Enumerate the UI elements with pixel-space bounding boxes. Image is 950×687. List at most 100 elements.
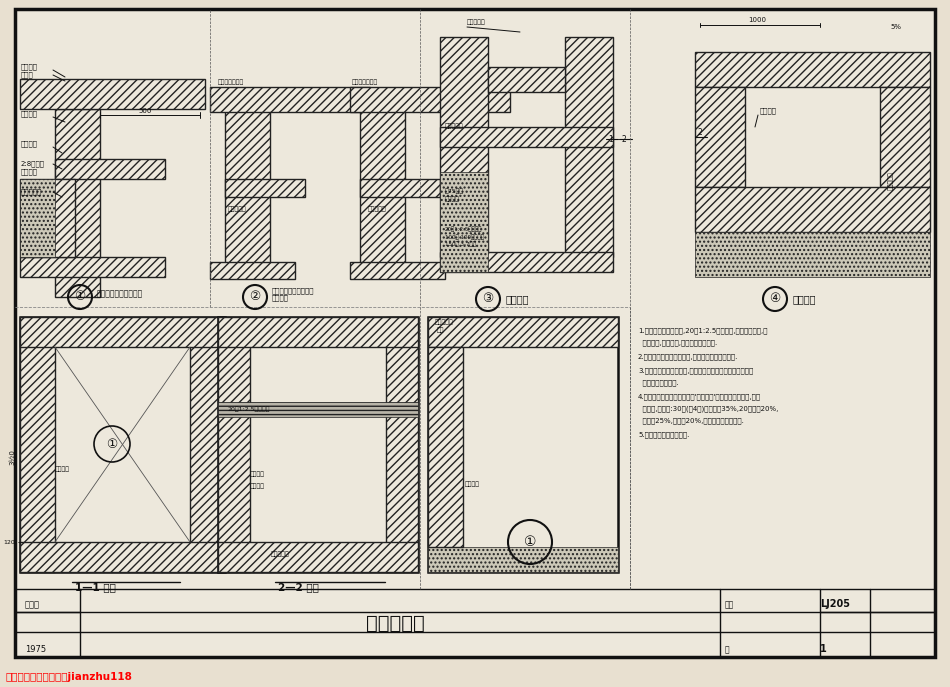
Text: 地下室防潮: 地下室防潮 (366, 613, 425, 633)
Bar (440, 252, 613, 272)
Text: 中75钢管: 中75钢管 (445, 188, 465, 194)
Bar (695, 87, 745, 187)
Text: 外墙防潮: 外墙防潮 (55, 466, 70, 472)
Bar (565, 37, 613, 257)
Bar (225, 109, 270, 267)
Text: 搭顶详具体设计: 搭顶详具体设计 (352, 80, 378, 85)
Bar (55, 109, 100, 297)
Text: 2: 2 (621, 135, 626, 144)
Text: ④: ④ (770, 293, 781, 306)
Text: 1000: 1000 (748, 17, 766, 23)
Text: 防潮层: 防潮层 (21, 71, 34, 78)
Text: 500: 500 (139, 108, 152, 114)
Bar (428, 347, 463, 547)
Text: 2:8灰土或: 2:8灰土或 (21, 160, 45, 167)
Text: 墙身防潮（地下室要求
较高时）: 墙身防潮（地下室要求 较高时） (272, 287, 314, 301)
Text: 接下水道: 接下水道 (445, 196, 460, 202)
Text: 用细石混凝土塞牢.: 用细石混凝土塞牢. (638, 379, 678, 385)
Text: 1: 1 (608, 135, 613, 144)
Bar (440, 37, 488, 257)
Text: 窗井防潮: 窗井防潮 (506, 294, 529, 304)
Text: 沿墙防潮层: 沿墙防潮层 (228, 206, 247, 212)
Bar (190, 317, 225, 572)
Text: 5.未注明部份详具体设计.: 5.未注明部份详具体设计. (638, 431, 690, 438)
Bar (20, 79, 205, 109)
Text: 页: 页 (725, 645, 730, 654)
Bar (695, 232, 930, 277)
Text: ①: ① (523, 535, 536, 549)
Text: 跟多资料加微信公众号jianzhu118: 跟多资料加微信公众号jianzhu118 (5, 672, 132, 682)
Text: 1—1 剖面: 1—1 剖面 (75, 582, 116, 592)
Bar (350, 262, 445, 279)
Bar (440, 172, 488, 272)
Text: 裂实: 裂实 (437, 328, 445, 333)
Text: ①: ① (106, 438, 118, 451)
Bar (350, 87, 510, 112)
Bar (55, 159, 165, 179)
Bar (218, 317, 418, 347)
Bar (218, 317, 250, 572)
Text: 编号: 编号 (725, 600, 734, 609)
Text: 粘土夯实: 粘土夯实 (21, 168, 38, 175)
Text: 3½0: 3½0 (9, 449, 15, 465)
Text: 4.沥青嵌缝膏可采用北京产品'马牌油膏'或上海油脂厂成品,或工: 4.沥青嵌缝膏可采用北京产品'马牌油膏'或上海油脂厂成品,或工 (638, 393, 761, 400)
Bar (360, 179, 440, 197)
Text: 沟圈防潮: 沟圈防潮 (760, 107, 777, 114)
Text: 滑石粉25%,石棉绒20%,应符合设计技术条件.: 滑石粉25%,石棉绒20%,应符合设计技术条件. (638, 417, 744, 424)
Text: 2.地下室外墙必须灰浆饱满,基槽回填土应分层夯实.: 2.地下室外墙必须灰浆饱满,基槽回填土应分层夯实. (638, 353, 738, 359)
Text: ①: ① (74, 291, 85, 304)
Text: 水泥砂浆: 水泥砂浆 (21, 63, 38, 70)
Text: 沿墙防潮层: 沿墙防潮层 (368, 206, 387, 212)
Text: 沟道入口: 沟道入口 (793, 294, 816, 304)
Bar (360, 109, 405, 267)
Text: 素土夯实: 素土夯实 (21, 140, 38, 147)
Text: 地下室外墙: 地下室外墙 (271, 552, 290, 557)
Text: 1.地下室外墙防潮做法,20厚1:2.5水泥砂浆,冷底子油一遍,热: 1.地下室外墙防潮做法,20厚1:2.5水泥砂浆,冷底子油一遍,热 (638, 327, 768, 334)
Bar (218, 542, 418, 572)
Text: ②: ② (249, 291, 260, 304)
Bar (210, 87, 370, 112)
Bar (20, 317, 225, 347)
Text: 20厚1:2.5水泥砂浆: 20厚1:2.5水泥砂浆 (228, 407, 271, 412)
Bar (225, 179, 305, 197)
Text: 墙身防潮（一般要求）: 墙身防潮（一般要求） (97, 289, 143, 298)
Text: 详具体设计: 详具体设计 (467, 19, 485, 25)
Text: 20号1:2.5水泥砂浆: 20号1:2.5水泥砂浆 (445, 227, 483, 232)
Bar (20, 179, 55, 257)
Bar (218, 402, 418, 417)
Bar (440, 127, 613, 147)
Text: 阻塞层防潮: 阻塞层防潮 (21, 188, 42, 195)
Text: ③: ③ (483, 293, 494, 306)
Text: 沥青嵌缝膏: 沥青嵌缝膏 (435, 319, 454, 325)
Text: 地下室外墙: 地下室外墙 (888, 171, 894, 190)
Text: 5%: 5% (890, 24, 901, 30)
Bar (428, 317, 618, 572)
Text: 外墙防潮: 外墙防潮 (250, 471, 265, 477)
Text: 1975: 1975 (25, 645, 47, 654)
Text: 通用图: 通用图 (25, 600, 40, 609)
Bar (20, 179, 75, 257)
Bar (20, 257, 165, 277)
Bar (428, 317, 618, 347)
Text: 2—2 剖面: 2—2 剖面 (278, 582, 319, 592)
Bar (210, 262, 295, 279)
Bar (488, 67, 565, 92)
Text: 外墙防潮: 外墙防潮 (250, 484, 265, 489)
Text: 外墙防潮: 外墙防潮 (465, 482, 480, 487)
Text: 1: 1 (820, 644, 826, 654)
Bar (20, 317, 225, 572)
Text: 3.管道穿墙时应予留孔洞,在外墙粉刷前应先将管道安装好并: 3.管道穿墙时应予留孔洞,在外墙粉刷前应先将管道安装好并 (638, 367, 753, 374)
Text: 归外墙防潮: 归外墙防潮 (445, 124, 464, 129)
Text: 150厚 3-7炉土: 150厚 3-7炉土 (445, 241, 476, 247)
Text: 外墙防潮: 外墙防潮 (21, 111, 38, 117)
Text: LJ205: LJ205 (820, 599, 850, 609)
Text: 100厚 100厚混凝土: 100厚 100厚混凝土 (445, 234, 484, 240)
Text: 搭顶详具体设计: 搭顶详具体设计 (218, 80, 244, 85)
Text: 120: 120 (3, 539, 15, 545)
Text: 地自配,配合比:30号(旧4号)石油沥青35%,20号机油20%,: 地自配,配合比:30号(旧4号)石油沥青35%,20号机油20%, (638, 405, 778, 412)
Text: 沥青二道,至散水底,外墙厚详具体设计.: 沥青二道,至散水底,外墙厚详具体设计. (638, 339, 717, 346)
Bar (695, 187, 930, 232)
Bar (386, 317, 418, 572)
Bar (20, 317, 55, 572)
Bar (880, 87, 930, 187)
